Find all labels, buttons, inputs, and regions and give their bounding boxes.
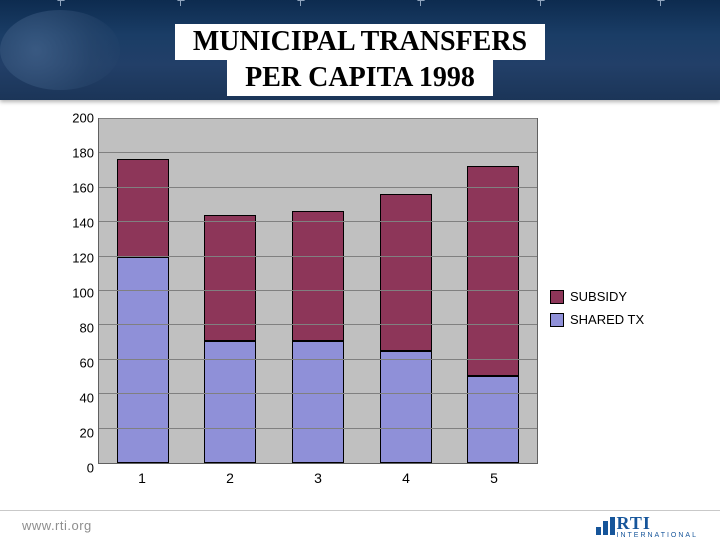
header-banner bbox=[0, 0, 720, 100]
gridline bbox=[99, 187, 537, 188]
rti-logo-text: RTI bbox=[617, 513, 699, 534]
legend-item-subsidy: SUBSIDY bbox=[550, 289, 660, 304]
x-tick-label: 4 bbox=[380, 470, 432, 486]
bar-1 bbox=[117, 119, 169, 463]
x-tick-label: 1 bbox=[116, 470, 168, 486]
y-tick-label: 0 bbox=[87, 461, 94, 476]
plot-area bbox=[98, 118, 538, 464]
footer: www.rti.org RTI INTERNATIONAL bbox=[0, 510, 720, 540]
y-tick-label: 80 bbox=[80, 321, 94, 336]
rti-logo: RTI INTERNATIONAL bbox=[596, 513, 699, 539]
y-tick-label: 140 bbox=[72, 216, 94, 231]
legend-swatch bbox=[550, 313, 564, 327]
x-tick-label: 2 bbox=[204, 470, 256, 486]
rti-bars-icon bbox=[596, 517, 615, 535]
legend-item-shared-tx: SHARED TX bbox=[550, 312, 660, 327]
segment-shared-tx bbox=[380, 351, 432, 463]
y-tick-label: 200 bbox=[72, 111, 94, 126]
legend-swatch bbox=[550, 290, 564, 304]
footer-url: www.rti.org bbox=[22, 518, 92, 533]
gridline bbox=[99, 393, 537, 394]
y-tick-label: 40 bbox=[80, 391, 94, 406]
bar-5 bbox=[467, 119, 519, 463]
y-tick-label: 20 bbox=[80, 426, 94, 441]
banner-ticks bbox=[0, 0, 720, 8]
gridline bbox=[99, 152, 537, 153]
x-tick-label: 3 bbox=[292, 470, 344, 486]
bar-3 bbox=[292, 119, 344, 463]
bars-container bbox=[99, 119, 537, 463]
bar-2 bbox=[204, 119, 256, 463]
segment-subsidy bbox=[292, 211, 344, 341]
gridline bbox=[99, 428, 537, 429]
y-tick-label: 120 bbox=[72, 251, 94, 266]
legend: SUBSIDY SHARED TX bbox=[538, 118, 660, 498]
x-tick-label: 5 bbox=[468, 470, 520, 486]
gridline bbox=[99, 118, 537, 119]
chart: 020406080100120140160180200 12345 SUBSID… bbox=[60, 118, 660, 498]
gridline bbox=[99, 324, 537, 325]
bar-4 bbox=[380, 119, 432, 463]
gridline bbox=[99, 290, 537, 291]
y-tick-label: 100 bbox=[72, 286, 94, 301]
segment-subsidy bbox=[117, 159, 169, 257]
y-tick-label: 180 bbox=[72, 146, 94, 161]
y-tick-label: 60 bbox=[80, 356, 94, 371]
segment-shared-tx bbox=[467, 376, 519, 464]
x-axis: 1 2 3 4 5 bbox=[98, 464, 538, 498]
gridline bbox=[99, 256, 537, 257]
y-axis: 020406080100120140160180200 bbox=[60, 118, 98, 498]
gridline bbox=[99, 359, 537, 360]
rti-logo-sub: INTERNATIONAL bbox=[617, 532, 699, 539]
segment-subsidy bbox=[204, 215, 256, 341]
y-tick-label: 160 bbox=[72, 181, 94, 196]
gridline bbox=[99, 221, 537, 222]
legend-label: SHARED TX bbox=[570, 312, 644, 327]
segment-subsidy bbox=[467, 166, 519, 376]
legend-label: SUBSIDY bbox=[570, 289, 627, 304]
segment-subsidy bbox=[380, 194, 432, 352]
slide: MUNICIPAL TRANSFERS PER CAPITA 1998 0204… bbox=[0, 0, 720, 540]
